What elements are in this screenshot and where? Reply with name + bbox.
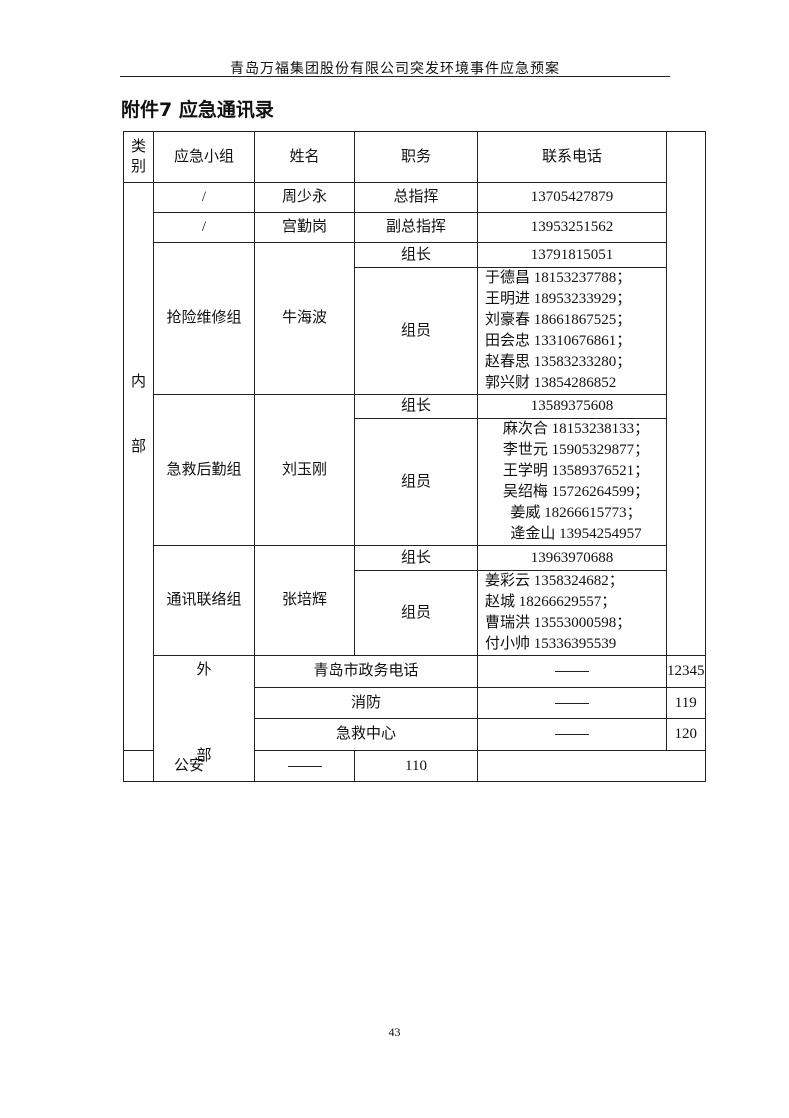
- dash: [555, 671, 589, 673]
- group-cell: 急救后勤组: [153, 394, 255, 546]
- table-row: 外 部 青岛市政务电话 12345: [124, 655, 706, 782]
- name-cell: 急救中心: [254, 718, 478, 751]
- phone-cell: 13953251562: [477, 212, 667, 243]
- dash: [287, 765, 322, 767]
- group-cell: 通讯联络组: [153, 545, 255, 656]
- phone-cell: 13705427879: [477, 182, 667, 213]
- table-header-row: 类别 应急小组 姓名 职务 联系电话: [123, 131, 706, 183]
- table-row: 组员 于德昌 18153237788； 王明进 18953233929； 刘豪春 1…: [124, 267, 706, 395]
- table-row: 公安 110: [123, 750, 706, 782]
- table-row: 组员 麻次合 18153238133； 李世元 15905329877； 王学明 1…: [124, 418, 706, 546]
- table-row: 组员 姜彩云 1358324682； 赵城 18266629557； 曹瑞洪 135…: [124, 570, 706, 656]
- col-header-group: 应急小组: [153, 131, 255, 183]
- name-cell: 宫勤岗: [254, 212, 355, 243]
- dash: [555, 734, 589, 736]
- members-cell: 姜彩云 1358324682； 赵城 18266629557； 曹瑞洪 135530…: [477, 570, 667, 656]
- table-row: 急救中心 120: [124, 718, 706, 751]
- phone-cell: 12345: [666, 655, 706, 688]
- page-number: 43: [388, 1025, 401, 1039]
- table-row: / 宫勤岗 副总指挥 13953251562: [124, 212, 706, 243]
- name-cell: 消防: [254, 687, 478, 719]
- col-header-role: 职务: [354, 131, 478, 183]
- role-cell: 组长: [354, 394, 478, 419]
- phone-cell: 13963970688: [477, 545, 667, 571]
- table-row: 消防 119: [124, 687, 706, 719]
- section-title: 附件7 应急通讯录: [121, 99, 274, 121]
- col-header-phone: 联系电话: [477, 131, 667, 183]
- group-cell: /: [153, 182, 255, 213]
- members-cell: 于德昌 18153237788； 王明进 18953233929； 刘豪春 1866…: [477, 267, 667, 395]
- role-cell: 副总指挥: [354, 212, 478, 243]
- col-header-name: 姓名: [254, 131, 355, 183]
- group-cell: 抢险维修组: [153, 242, 255, 395]
- role-cell: 组员: [354, 418, 478, 546]
- emergency-contact-table: 类别 应急小组 姓名 职务 联系电话 内 部 / 周少永 总指挥 1370542…: [123, 131, 706, 782]
- phone-cell: 120: [666, 718, 706, 751]
- role-cell: 总指挥: [354, 182, 478, 213]
- name-cell: 刘玉刚: [254, 394, 355, 546]
- table-row: 通讯联络组 张培辉 组长 13963970688: [124, 545, 706, 656]
- name-cell: 张培辉: [254, 545, 355, 656]
- phone-cell: 110: [354, 750, 478, 782]
- table-row: 内 部 / 周少永 总指挥 13705427879: [123, 182, 706, 751]
- phone-cell: 13589375608: [477, 394, 667, 419]
- role-cell: [477, 687, 667, 719]
- col-header-category: 类别: [123, 131, 154, 183]
- role-cell: 组员: [354, 570, 478, 656]
- header-rule: [120, 76, 670, 77]
- category-internal: 内 部: [123, 182, 154, 751]
- role-cell: 组员: [354, 267, 478, 395]
- role-cell: 组长: [354, 242, 478, 268]
- name-cell: 青岛市政务电话: [254, 655, 478, 688]
- phone-cell: 13791815051: [477, 242, 667, 268]
- table-row: 抢险维修组 牛海波 组长 13791815051: [124, 242, 706, 395]
- role-cell: 组长: [354, 545, 478, 571]
- members-cell: 麻次合 18153238133； 李世元 15905329877； 王学明 1358…: [477, 418, 667, 546]
- role-cell: [477, 655, 667, 688]
- name-cell: 牛海波: [254, 242, 355, 395]
- name-cell: 周少永: [254, 182, 355, 213]
- phone-cell: 119: [666, 687, 706, 719]
- running-header: 青岛万福集团股份有限公司突发环境事件应急预案: [230, 62, 560, 77]
- dash: [555, 702, 589, 704]
- table-row: 急救后勤组 刘玉刚 组长 13589375608: [124, 394, 706, 546]
- role-cell: [254, 750, 355, 782]
- name-cell: 公安: [123, 750, 255, 782]
- role-cell: [477, 718, 667, 751]
- group-cell: /: [153, 212, 255, 243]
